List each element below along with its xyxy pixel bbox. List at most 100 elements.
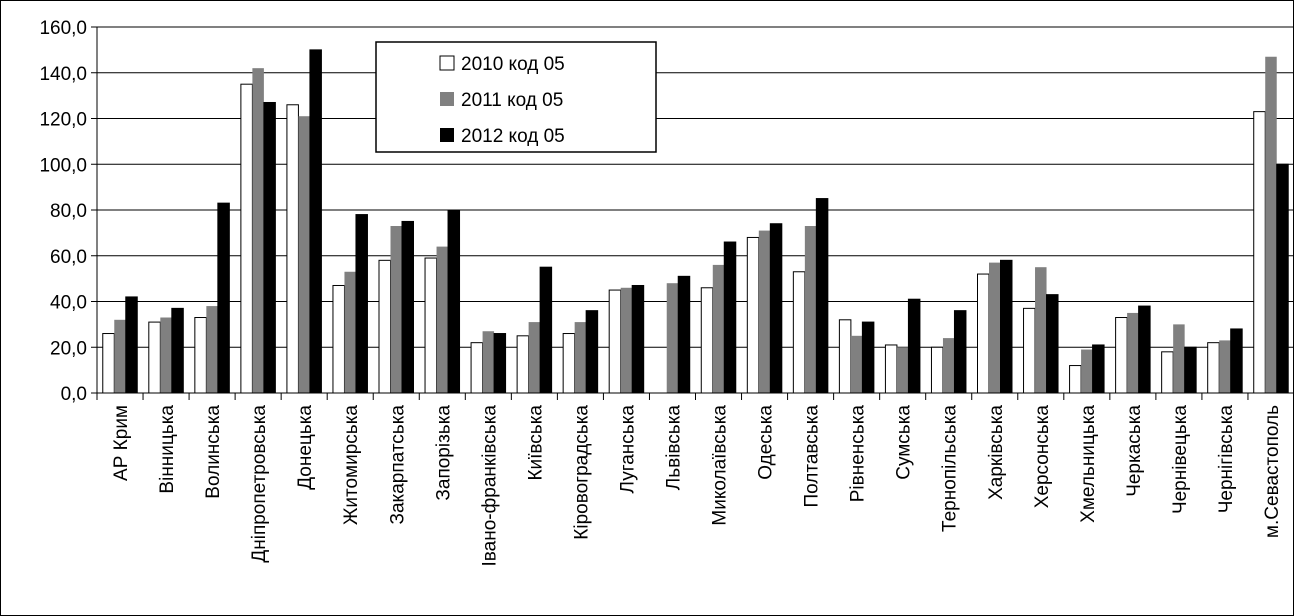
bar-2011: [1219, 340, 1231, 393]
bars: [102, 49, 1289, 394]
legend-swatch-2010: [439, 55, 455, 71]
bar-2011: [114, 319, 126, 393]
bar-2011: [252, 68, 264, 394]
bar-2011: [1265, 56, 1277, 394]
legend-item-2011: 2011 код 05: [440, 90, 563, 111]
bar-2011: [206, 306, 218, 393]
x-category-label: Тернопільська: [940, 405, 961, 532]
bar-2012: [677, 275, 691, 394]
x-axis-labels: АР Крим Вінницька Волинська Дніпропетровськ…: [111, 405, 1283, 567]
bar-2010: [470, 342, 484, 394]
bar-2010: [1069, 365, 1082, 394]
bar-2011: [390, 226, 402, 393]
bar-2010: [792, 271, 806, 394]
bar-2012: [493, 333, 507, 394]
bar-2012: [401, 220, 414, 394]
bar-2010: [608, 289, 622, 394]
x-category-label: Волинська: [203, 405, 224, 499]
bar-2012: [125, 296, 138, 394]
bar-2010: [148, 321, 161, 394]
axes: [96, 27, 1294, 400]
bar-2010: [194, 317, 207, 394]
bar-2011: [1173, 324, 1185, 393]
bar-2012: [723, 241, 737, 394]
bar-2010: [746, 236, 760, 394]
bar-2010: [240, 83, 253, 394]
bar-2012: [1000, 259, 1013, 394]
x-category-label: Івано-франківська: [479, 405, 500, 567]
bar-2012: [217, 202, 230, 394]
bar-2010: [1161, 351, 1174, 394]
x-category-label: Вінницька: [157, 405, 178, 494]
x-category-label: Черкаська: [1124, 405, 1145, 497]
y-tick-label: 140,0: [39, 64, 87, 85]
bar-2012: [171, 307, 184, 394]
bar-2010: [700, 287, 714, 394]
y-tick-label: 0,0: [61, 384, 87, 405]
bar-2011: [298, 116, 310, 394]
x-category-label: м.Севастополь: [1262, 405, 1283, 538]
bar-2010: [424, 257, 438, 394]
legend: 2010 код 05 2011 код 05 2012 код 05: [375, 41, 657, 153]
bar-2011: [528, 322, 541, 393]
bar-2010: [930, 346, 944, 394]
x-category-label: Хмельницька: [1078, 405, 1099, 523]
bar-2010: [102, 333, 115, 394]
legend-label-2010: 2010 код 05: [461, 54, 565, 75]
legend-swatch-2011: [440, 92, 454, 106]
bar-2011: [1081, 349, 1093, 393]
x-category-label: Запорізька: [433, 405, 454, 501]
bar-2010: [1207, 342, 1220, 394]
x-category-label: Харківська: [986, 405, 1007, 500]
bar-2011: [804, 226, 817, 393]
x-category-label: Миколаївська: [710, 405, 731, 526]
bar-2011: [666, 283, 679, 393]
bar-2011: [160, 317, 172, 393]
y-tick-label: 120,0: [39, 110, 87, 131]
x-category-label: Закарпатська: [387, 405, 408, 525]
bar-2012: [1184, 346, 1197, 394]
x-category-label: Дніпропетровська: [249, 405, 270, 563]
x-category-label: АР Крим: [111, 405, 132, 481]
bar-2010: [378, 259, 391, 394]
y-tick-label: 80,0: [50, 201, 87, 222]
x-category-label: Херсонська: [1032, 405, 1053, 509]
bar-2010: [1253, 111, 1266, 394]
bar-2010: [332, 284, 345, 394]
bar-2010: [562, 333, 576, 394]
y-tick-label: 40,0: [50, 293, 87, 314]
legend-label-2012: 2012 код 05: [461, 126, 565, 147]
legend-box: [375, 41, 657, 153]
legend-item-2012: 2012 код 05: [440, 126, 565, 147]
bar-2012: [447, 209, 461, 394]
bar-2012: [1138, 305, 1151, 394]
legend-swatch-2012: [440, 128, 454, 142]
bar-2011: [482, 331, 495, 393]
bar-2011: [574, 322, 587, 393]
bar-2011: [758, 230, 771, 393]
bar-2012: [953, 310, 967, 394]
bar-2010: [286, 104, 299, 394]
bar-2011: [942, 338, 955, 393]
x-category-label: Полтавська: [802, 405, 823, 508]
bar-2011: [620, 287, 633, 393]
x-category-label: Житомирська: [341, 405, 362, 526]
bar-2010: [516, 335, 530, 394]
bar-2012: [631, 284, 645, 394]
bar-2011: [989, 262, 1001, 393]
bar-2012: [1230, 328, 1243, 394]
x-category-label: Донецька: [295, 405, 316, 490]
bar-2012: [585, 310, 599, 394]
y-tick-label: 20,0: [50, 338, 87, 359]
bar-2012: [539, 266, 553, 394]
x-category-label: Львівська: [663, 405, 684, 491]
x-category-label: Кіровоградська: [571, 405, 592, 540]
bar-2012: [769, 223, 783, 394]
bar-2010: [1023, 307, 1036, 394]
bar-2012: [1092, 344, 1105, 394]
bar-2010: [838, 319, 852, 394]
legend-item-2010: 2010 код 05: [439, 54, 565, 75]
y-axis-ticks: 0,0 20,0 40,0 60,0 80,0 100,0 120,0 140,0 160,0: [39, 18, 97, 405]
bar-2012: [309, 49, 322, 394]
